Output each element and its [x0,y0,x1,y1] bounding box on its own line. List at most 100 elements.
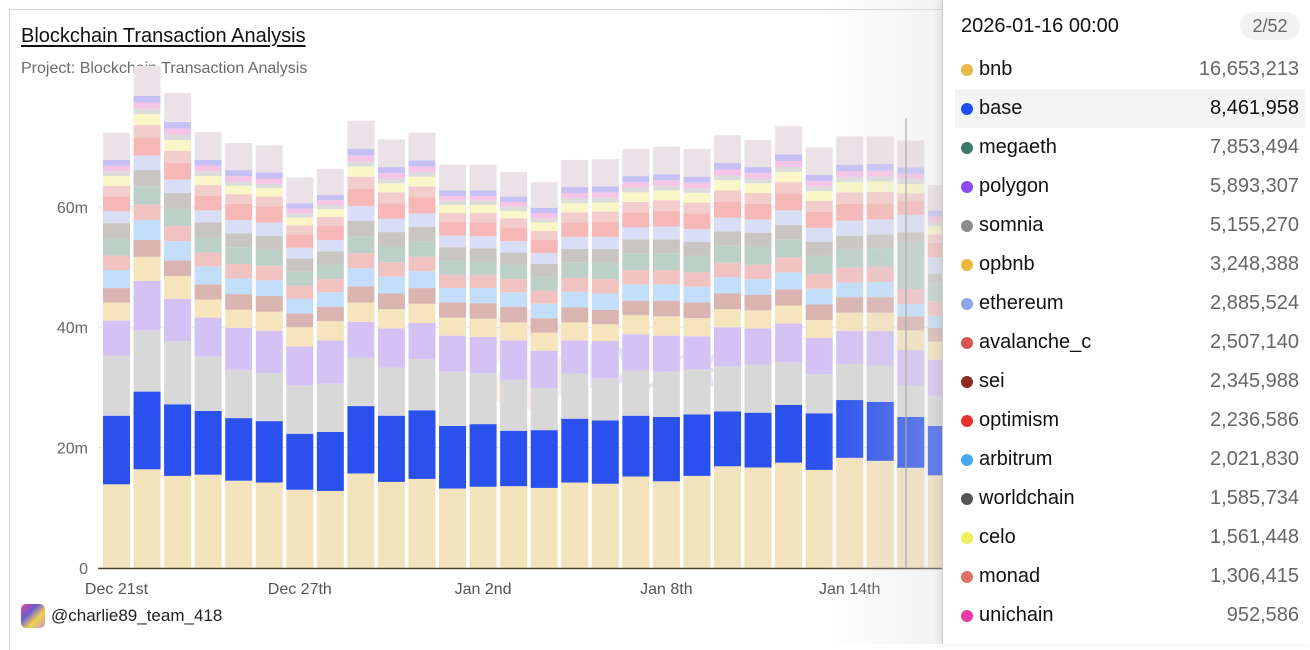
bar-jan-10[interactable] [714,135,741,568]
bar-segment-sei [469,303,497,319]
bar-segment-base [866,401,894,461]
tooltip-row-monad: monad 1,306,415 [955,557,1305,596]
bar-segment-base [927,425,942,476]
bar-segment-base [897,416,925,468]
tooltip-series-name: base [979,97,1023,119]
bar-segment-polygon [103,320,130,356]
bar-dec-25[interactable] [225,142,253,568]
series-dot-icon [961,492,973,505]
bar-segment-megaeth [133,186,161,205]
bar-jan-3[interactable] [500,171,528,568]
bar-segment-other_misc [103,132,130,160]
bar-jan-8[interactable] [652,146,680,568]
bar-jan-1[interactable] [439,164,467,568]
bar-segment-worldchain [164,192,192,209]
bar-segment-monad [164,150,192,163]
bar-segment-unichain [897,173,925,180]
bar-jan-15[interactable] [866,136,894,568]
bar-segment-other_light [805,186,833,192]
bar-segment-megaeth [164,208,192,227]
bar-segment-avalanche_c [164,226,192,242]
bar-segment-sei [530,318,558,333]
bar-segment-polygon [530,350,558,389]
avatar [21,604,45,628]
bar-segment-other_violet [377,167,405,174]
bar-segment-other_violet [347,149,375,156]
bar-jan-7[interactable] [622,149,650,568]
bar-segment-optimism [255,206,283,223]
bar-segment-avalanche_c [805,274,833,289]
bar-segment-optimism [927,242,942,258]
bar-segment-somnia [194,356,222,411]
bar-segment-polygon [255,330,283,373]
bar-jan-2[interactable] [469,164,497,568]
bar-segment-bnb [469,486,497,568]
bar-dec-27[interactable] [286,177,314,568]
bar-dec-29[interactable] [347,120,375,568]
chart-title[interactable]: Blockchain Transaction Analysis [21,25,306,47]
author-handle[interactable]: @charlie89_team_418 [51,606,223,625]
bar-segment-bnb [897,467,925,568]
bar-dec-21[interactable] [103,132,130,568]
bar-jan-16[interactable] [897,140,925,568]
tooltip-row-opbnb: opbnb 3,248,388 [955,245,1305,284]
bar-segment-avalanche_c [439,274,467,289]
bar-segment-unichain [225,176,253,182]
bar-dec-24[interactable] [194,132,222,568]
bar-jan-6[interactable] [591,159,619,568]
bar-segment-bnb [683,475,711,568]
bar-segment-optimism [622,212,650,228]
tooltip-row-celo: celo 1,561,448 [955,518,1305,557]
bar-segment-sei [347,286,375,303]
bar-segment-somnia [347,357,375,407]
bar-jan-12[interactable] [775,126,803,568]
bar-segment-other_light [652,185,680,191]
bar-jan-5[interactable] [561,159,589,568]
tooltip-page-badge[interactable]: 2/52 [1240,12,1300,40]
bar-segment-opbnb [316,321,344,341]
bar-segment-bnb [561,482,589,568]
bar-segment-unichain [316,200,344,205]
bar-segment-megaeth [530,276,558,291]
bar-segment-megaeth [927,283,942,302]
bar-dec-26[interactable] [255,145,283,568]
bar-segment-opbnb [500,322,528,341]
bar-jan-13[interactable] [805,147,833,568]
bar-segment-ethereum [622,227,650,240]
bar-segment-optimism [408,197,436,214]
bar-jan-4[interactable] [530,182,558,568]
bar-segment-celo [836,182,864,193]
bar-dec-28[interactable] [316,168,344,568]
bar-segment-avalanche_c [714,262,741,278]
bar-dec-30[interactable] [377,139,405,568]
author-footer[interactable]: @charlie89_team_418 [21,604,222,628]
bar-segment-sei [622,300,650,316]
bar-jan-14[interactable] [836,136,864,568]
bar-segment-opbnb [439,317,467,336]
bar-dec-22[interactable] [133,65,161,568]
bar-segment-megaeth [683,255,711,273]
bar-segment-celo [225,185,253,195]
bar-segment-opbnb [255,311,283,331]
bar-jan-11[interactable] [744,139,772,568]
bar-segment-somnia [133,330,161,392]
bar-segment-monad [622,201,650,213]
tooltip-series-name: opbnb [979,253,1035,275]
bar-jan-17[interactable] [927,185,942,568]
series-dot-icon [961,102,973,115]
bar-segment-avalanche_c [744,264,772,280]
bar-segment-base [714,411,741,467]
x-tick-label: Jan 8th [640,581,692,598]
bar-dec-23[interactable] [164,93,192,568]
bar-segment-polygon [286,346,314,386]
bar-dec-31[interactable] [408,132,436,568]
tooltip-series-value: 2,507,140 [1210,331,1299,353]
tooltip-series-name: arbitrum [979,448,1053,470]
tooltip-row-somnia: somnia 5,155,270 [955,206,1305,245]
bar-jan-9[interactable] [683,149,711,568]
bar-segment-somnia [714,366,741,412]
bar-segment-monad [469,212,497,223]
bar-segment-monad [652,200,680,212]
bar-segment-monad [836,192,864,204]
